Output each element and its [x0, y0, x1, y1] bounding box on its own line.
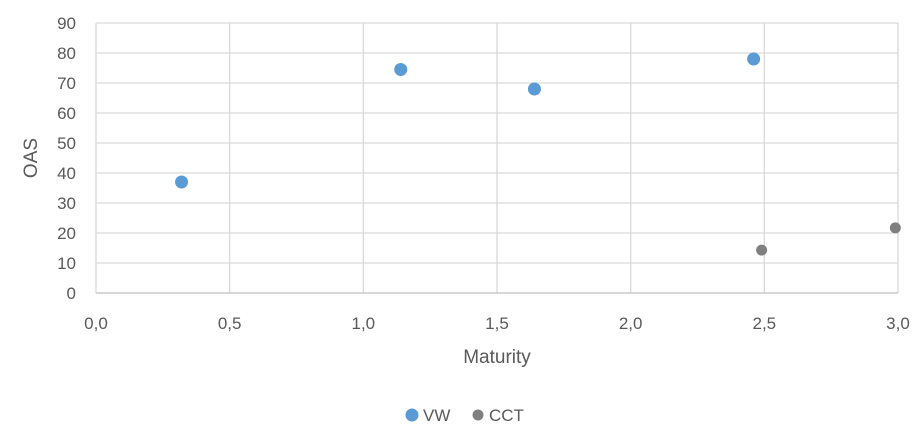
- x-tick-label: 0,0: [84, 314, 108, 333]
- data-point-cct: [889, 222, 901, 234]
- y-tick-label: 80: [57, 44, 76, 63]
- axes: [95, 23, 898, 294]
- legend-marker-cct: [472, 409, 484, 421]
- y-tick-label: 40: [57, 164, 76, 183]
- legend-marker-vw: [405, 408, 419, 422]
- x-tick-label: 1,5: [485, 314, 509, 333]
- x-tick-label: 1,0: [352, 314, 376, 333]
- tick-labels: 0 10 20 30 40 50 60 70 80 90 0,0 0,5 1,0 1,5 2,0 2,5 3,0: [57, 14, 910, 333]
- grid-lines: [96, 22, 899, 293]
- data-point-vw: [394, 63, 408, 76]
- x-tick-label: 2,5: [753, 314, 777, 333]
- y-tick-label: 30: [57, 194, 76, 213]
- y-axis-title: OAS: [21, 138, 42, 178]
- y-tick-label: 50: [57, 134, 76, 153]
- y-tick-label: 70: [57, 74, 76, 93]
- y-tick-label: 0: [67, 284, 76, 303]
- data-point-vw: [175, 175, 189, 189]
- y-tick-label: 90: [57, 14, 76, 33]
- data-point-cct: [756, 244, 768, 256]
- data-points: [175, 52, 901, 256]
- x-tick-label: 0,5: [218, 314, 242, 333]
- y-tick-label: 10: [57, 254, 76, 273]
- y-tick-label: 20: [57, 224, 76, 243]
- y-tick-label: 60: [57, 104, 76, 123]
- x-tick-label: 2,0: [619, 314, 643, 333]
- x-axis-title: Maturity: [463, 347, 531, 368]
- data-point-vw: [527, 82, 541, 96]
- legend-label-vw: VW: [423, 406, 450, 425]
- legend: VW CCT: [405, 406, 524, 425]
- data-point-vw: [747, 52, 761, 66]
- legend-label-cct: CCT: [489, 406, 524, 425]
- x-tick-label: 3,0: [886, 314, 910, 333]
